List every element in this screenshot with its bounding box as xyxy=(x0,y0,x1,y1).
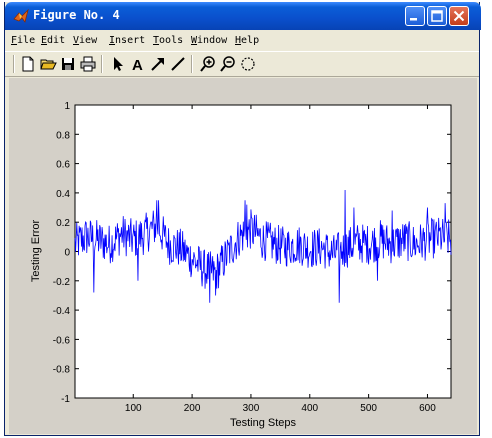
rotate-3d-icon[interactable] xyxy=(239,55,257,73)
y-axis: 1 0.8 0.6 0.4 0.2 0 -0.2 -0.4 -0.6 -0.8 -1 xyxy=(53,101,451,405)
maximize-button[interactable] xyxy=(427,6,447,26)
toolbar-separator xyxy=(101,55,103,73)
x-tick-label: 500 xyxy=(360,403,377,414)
zoom-in-icon[interactable] xyxy=(199,55,217,73)
x-tick-label: 300 xyxy=(243,403,260,414)
new-figure-icon[interactable] xyxy=(19,55,37,73)
figure-canvas[interactable]: 1 0.8 0.6 0.4 0.2 0 -0.2 -0.4 -0.6 -0.8 -1 100 200 3… xyxy=(9,78,477,434)
insert-arrow-icon[interactable] xyxy=(149,55,167,73)
minimize-icon xyxy=(410,18,417,21)
series-line xyxy=(74,189,452,303)
close-button[interactable] xyxy=(449,6,469,26)
menu-view-rest: iew xyxy=(79,35,98,46)
save-icon[interactable] xyxy=(59,55,77,73)
menu-tools[interactable]: Tools xyxy=(153,35,184,46)
menu-help-rest: elp xyxy=(241,35,260,46)
menu-view[interactable]: View xyxy=(73,35,98,46)
insert-text-icon[interactable]: A xyxy=(129,55,147,73)
y-tick-label: -0.2 xyxy=(53,277,71,288)
x-tick-label: 400 xyxy=(301,403,318,414)
menu-edit-rest: dit xyxy=(47,35,66,46)
y-tick-label: 1 xyxy=(64,101,70,112)
select-arrow-icon[interactable] xyxy=(109,55,127,73)
y-tick-label: -0.8 xyxy=(53,365,71,376)
menu-insert-rest: nsert xyxy=(115,35,146,46)
x-tick-label: 600 xyxy=(419,403,436,414)
menu-edit[interactable]: Edit xyxy=(41,35,66,46)
y-tick-label: 0.4 xyxy=(56,189,70,200)
menu-help[interactable]: Help xyxy=(235,35,260,46)
toolbar-grip xyxy=(13,55,15,73)
y-tick-label: -1 xyxy=(61,394,70,405)
menu-file-rest: ile xyxy=(17,35,36,46)
y-tick-label: 0 xyxy=(64,248,70,259)
menu-file[interactable]: File xyxy=(11,35,36,46)
insert-line-icon[interactable] xyxy=(169,55,187,73)
print-icon[interactable] xyxy=(79,55,97,73)
menu-tools-rest: ools xyxy=(159,35,184,46)
x-tick-label: 100 xyxy=(125,403,142,414)
y-axis-label: Testing Error xyxy=(30,219,42,282)
zoom-out-icon[interactable] xyxy=(219,55,237,73)
y-tick-label: 0.8 xyxy=(56,130,70,141)
y-tick-label: -0.6 xyxy=(53,335,71,346)
close-icon xyxy=(453,10,465,22)
x-axis: 100 200 300 400 500 600 xyxy=(125,105,436,414)
menu-window-rest: indow xyxy=(197,35,228,46)
y-tick-label: -0.4 xyxy=(53,306,71,317)
x-tick-label: 200 xyxy=(184,403,201,414)
minimize-button[interactable] xyxy=(405,6,425,26)
maximize-icon xyxy=(431,10,443,22)
line-chart: 1 0.8 0.6 0.4 0.2 0 -0.2 -0.4 -0.6 -0.8 -1 100 200 3… xyxy=(30,101,452,429)
toolbar: A xyxy=(5,51,479,77)
toolbar-separator xyxy=(191,55,193,73)
insert-text-glyph: A xyxy=(132,57,143,73)
y-tick-label: 0.2 xyxy=(56,218,70,229)
matlab-logo-icon xyxy=(13,8,29,23)
menu-window[interactable]: Window xyxy=(191,35,228,46)
figure-window: Figure No. 4 File Edit View Insert Tools… xyxy=(4,2,481,436)
y-tick-label: 0.6 xyxy=(56,160,70,171)
menu-insert[interactable]: Insert xyxy=(109,35,146,46)
menu-bar: File Edit View Insert Tools Window Help xyxy=(5,32,479,50)
title-bar[interactable]: Figure No. 4 xyxy=(5,2,481,30)
window-title: Figure No. 4 xyxy=(33,8,120,22)
x-axis-label: Testing Steps xyxy=(230,417,297,429)
open-file-icon[interactable] xyxy=(39,55,57,73)
